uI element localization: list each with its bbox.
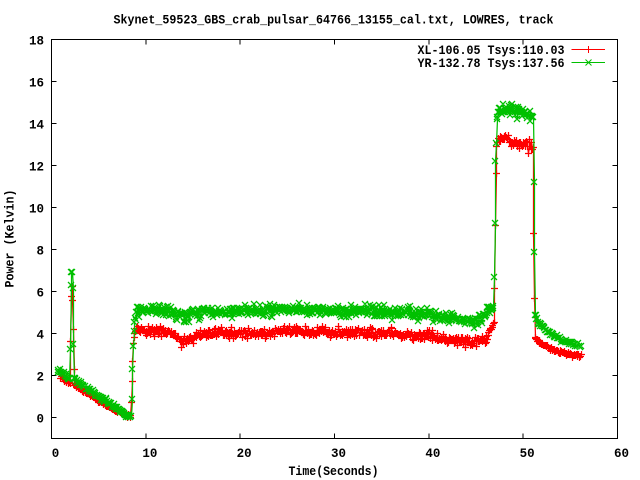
svg-text:Power (Kelvin): Power (Kelvin) (4, 190, 18, 288)
svg-text:Skynet_59523_GBS_crab_pulsar_6: Skynet_59523_GBS_crab_pulsar_64766_13155… (114, 14, 554, 28)
svg-text:2: 2 (36, 371, 44, 385)
svg-text:10: 10 (29, 203, 44, 217)
svg-text:6: 6 (36, 287, 44, 301)
svg-text:40: 40 (425, 447, 440, 461)
svg-text:16: 16 (29, 77, 44, 91)
svg-text:0: 0 (36, 413, 44, 427)
svg-text:50: 50 (520, 447, 535, 461)
svg-text:30: 30 (331, 447, 346, 461)
svg-text:8: 8 (36, 245, 44, 259)
svg-text:14: 14 (29, 119, 45, 133)
svg-text:4: 4 (36, 329, 44, 343)
svg-text:10: 10 (142, 447, 157, 461)
svg-text:18: 18 (29, 35, 44, 49)
svg-text:0: 0 (52, 447, 60, 461)
svg-text:60: 60 (614, 447, 629, 461)
svg-text:XL-106.05 Tsys:110.03: XL-106.05 Tsys:110.03 (418, 44, 565, 58)
svg-text:20: 20 (237, 447, 252, 461)
svg-text:Time(Seconds): Time(Seconds) (289, 465, 379, 479)
svg-text:12: 12 (29, 161, 44, 175)
svg-text:YR-132.78 Tsys:137.56: YR-132.78 Tsys:137.56 (418, 57, 565, 71)
